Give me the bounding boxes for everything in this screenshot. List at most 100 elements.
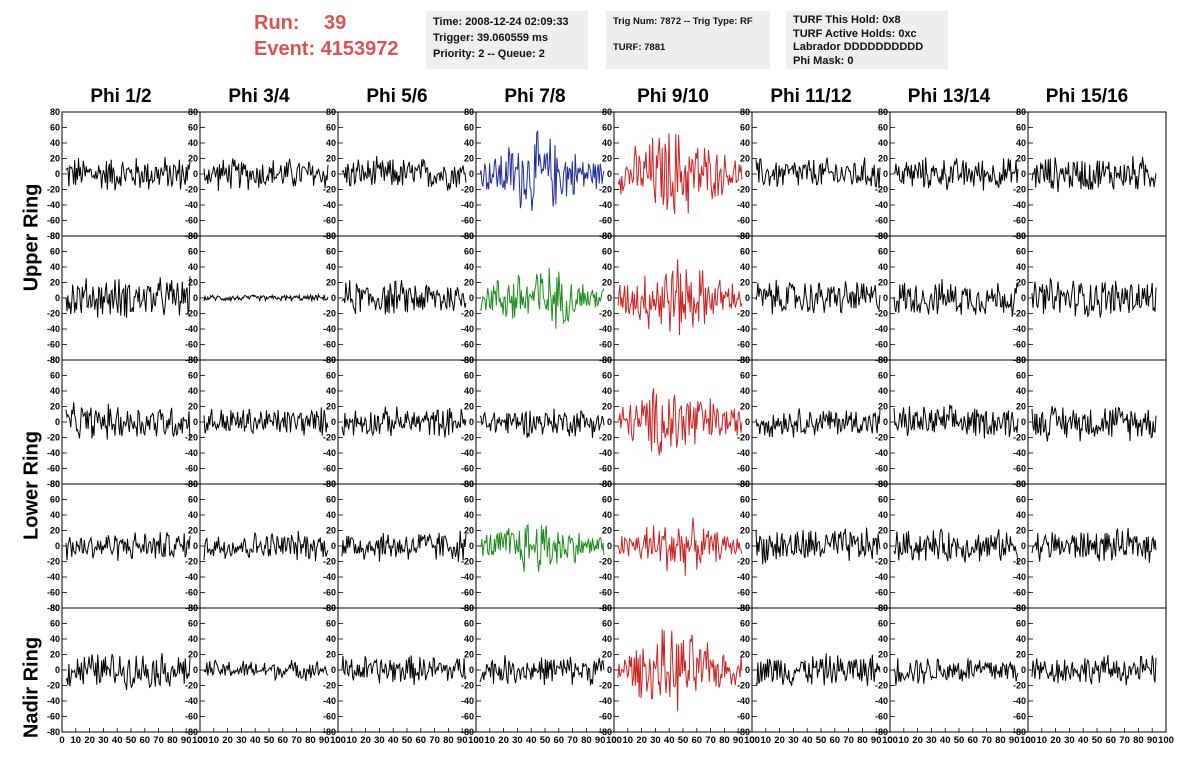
y-tick-label: 0	[469, 541, 474, 551]
y-tick-label: -60	[185, 712, 198, 722]
y-tick-label: -80	[1013, 727, 1026, 737]
y-tick-label: 0	[745, 169, 750, 179]
y-tick-label: -40	[1013, 200, 1026, 210]
y-tick-label: 0	[1021, 293, 1026, 303]
y-tick-label: 40	[326, 138, 336, 148]
y-tick-label: 20	[464, 650, 474, 660]
y-tick-label: -40	[875, 324, 888, 334]
y-tick-label: -40	[47, 200, 60, 210]
x-tick-label: 60	[140, 735, 151, 746]
y-tick-label: -20	[185, 681, 198, 691]
y-tick-label: -80	[875, 727, 888, 737]
waveform-trace	[755, 527, 881, 565]
waveform-trace	[617, 629, 743, 712]
y-tick-label: -20	[461, 681, 474, 691]
y-tick-label: -60	[1013, 216, 1026, 226]
y-tick-label: 60	[1016, 619, 1026, 629]
y-tick-label: 60	[602, 619, 612, 629]
y-tick-label: 40	[740, 634, 750, 644]
y-tick-label: -20	[875, 433, 888, 443]
y-tick-label: 40	[878, 634, 888, 644]
x-tick-label: 100	[192, 735, 208, 746]
y-tick-label: 20	[878, 650, 888, 660]
waveform-trace	[617, 259, 743, 336]
y-tick-label: -20	[47, 681, 60, 691]
y-tick-label: -40	[599, 448, 612, 458]
y-tick-label: -60	[1013, 588, 1026, 598]
y-tick-label: 20	[740, 650, 750, 660]
y-tick-label: -40	[461, 696, 474, 706]
y-tick-label: 20	[740, 278, 750, 288]
y-tick-label: 0	[193, 541, 198, 551]
y-tick-label: -60	[323, 340, 336, 350]
x-tick-label: 70	[705, 735, 716, 746]
y-tick-label: -60	[461, 464, 474, 474]
y-tick-label: 40	[740, 386, 750, 396]
y-tick-label: 60	[464, 619, 474, 629]
y-tick-label: -20	[185, 309, 198, 319]
y-tick-label: 0	[607, 293, 612, 303]
y-tick-label: -60	[737, 216, 750, 226]
y-tick-label: -60	[737, 340, 750, 350]
y-tick-label: -40	[323, 200, 336, 210]
y-tick-label: 40	[326, 510, 336, 520]
y-tick-label: -40	[323, 696, 336, 706]
y-tick-label: 40	[602, 138, 612, 148]
y-tick-label: 80	[878, 603, 888, 613]
x-tick-label: 90	[181, 735, 192, 746]
waveform-trace	[341, 156, 467, 191]
waveform-trace	[203, 158, 329, 191]
y-tick-label: -40	[47, 696, 60, 706]
x-tick-label: 50	[1092, 735, 1103, 746]
y-tick-label: 40	[602, 386, 612, 396]
waveform-trace	[893, 404, 1019, 439]
y-tick-label: 60	[1016, 495, 1026, 505]
y-tick-label: -60	[875, 216, 888, 226]
y-tick-label: 20	[464, 402, 474, 412]
hold-text: TURF This Hold: 0x8	[793, 14, 901, 26]
x-tick-label: 10	[485, 735, 496, 746]
y-tick-label: 80	[188, 231, 198, 241]
y-tick-label: -20	[185, 557, 198, 567]
y-tick-label: -20	[875, 557, 888, 567]
x-tick-label: 0	[473, 735, 478, 746]
x-tick-label: 0	[611, 735, 616, 746]
y-tick-label: -40	[47, 448, 60, 458]
column-label-8: Phi 15/16	[1045, 86, 1129, 107]
waveform-trace	[1031, 654, 1157, 686]
event-label: Event:	[254, 38, 316, 60]
y-tick-label: -60	[599, 340, 612, 350]
x-tick-label: 20	[360, 735, 371, 746]
y-tick-label: 40	[740, 510, 750, 520]
y-tick-label: -60	[461, 588, 474, 598]
x-tick-label: 80	[857, 735, 868, 746]
y-tick-label: -60	[185, 340, 198, 350]
y-tick-label: -20	[47, 185, 60, 195]
y-tick-label: 20	[740, 526, 750, 536]
y-tick-label: -80	[47, 355, 60, 365]
y-tick-label: -60	[1013, 340, 1026, 350]
y-tick-label: 0	[883, 541, 888, 551]
y-tick-label: 20	[188, 278, 198, 288]
waveform-trace	[65, 653, 191, 691]
y-tick-label: 0	[331, 665, 336, 675]
y-tick-label: 40	[464, 262, 474, 272]
y-tick-label: 60	[188, 619, 198, 629]
y-tick-label: 60	[1016, 371, 1026, 381]
column-label-4: Phi 7/8	[504, 86, 566, 107]
y-tick-label: 0	[193, 293, 198, 303]
x-tick-label: 0	[887, 735, 892, 746]
y-tick-label: 40	[188, 262, 198, 272]
priority-text: Priority: 2 -- Queue: 2	[433, 48, 545, 60]
y-tick-label: 20	[326, 154, 336, 164]
panel-r2-c1: 80 60 40 20 0 -20 -40 -60 -80	[47, 231, 201, 365]
y-tick-label: -40	[461, 448, 474, 458]
y-tick-label: -20	[461, 557, 474, 567]
